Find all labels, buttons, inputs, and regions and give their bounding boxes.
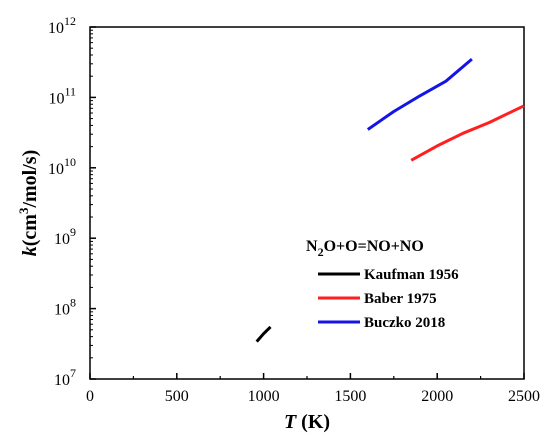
x-tick-label: 500 [165, 388, 189, 405]
legend: N2O+O=NO+NO Kaufman 1956 Baber 1975 Buczko… [306, 238, 459, 331]
x-tick-label: 2500 [508, 388, 540, 405]
series-layer [255, 57, 525, 343]
series-line-kaufman-1956 [255, 325, 272, 343]
legend-label: Baber 1975 [364, 291, 437, 307]
series-line-baber-1975 [410, 104, 525, 162]
plot-area [89, 26, 525, 380]
series-line-buczko-2018 [366, 57, 473, 131]
legend-label: Kaufman 1956 [364, 267, 459, 283]
y-axis: 107 108 109 1010 1011 1012 [48, 14, 96, 389]
x-tick-label: 2000 [421, 388, 453, 405]
y-tick-label: 1011 [48, 84, 76, 107]
x-tick-label: 1000 [248, 388, 280, 405]
legend-item: Buczko 2018 [318, 315, 445, 331]
y-tick-label: 1012 [48, 14, 76, 37]
legend-item: Baber 1975 [318, 291, 437, 307]
plot-frame [89, 26, 525, 380]
y-axis-title: k(cm3/mol/s) [16, 150, 41, 256]
legend-title: N2O+O=NO+NO [306, 238, 424, 259]
x-axis: 0 500 1000 1500 2000 2500 [86, 373, 540, 405]
x-tick-label: 0 [86, 388, 94, 405]
y-tick-label: 107 [54, 366, 76, 389]
y-tick-label: 108 [54, 296, 76, 319]
x-tick-label: 1500 [334, 388, 366, 405]
y-tick-label: 109 [54, 225, 76, 248]
legend-label: Buczko 2018 [364, 315, 445, 331]
x-axis-title: T (K) [284, 411, 330, 433]
y-tick-label: 1010 [48, 155, 76, 178]
legend-item: Kaufman 1956 [318, 267, 459, 283]
